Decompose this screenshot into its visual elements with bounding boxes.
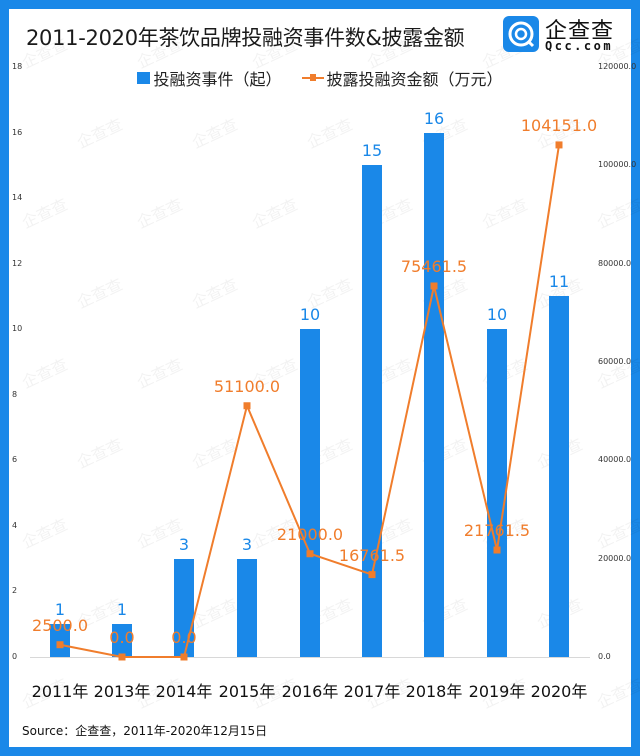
bar	[112, 624, 132, 657]
right-axis-tick: 40000.0	[598, 455, 632, 465]
legend-item-line: 披露投融资金额（万元）	[301, 66, 503, 90]
line-marker	[493, 546, 501, 554]
bar-value-label: 16	[423, 108, 445, 128]
line-swatch-icon	[301, 74, 324, 81]
bar-value-label: 10	[299, 305, 321, 325]
line-marker	[368, 571, 376, 579]
line-value-label: 104151.0	[520, 115, 598, 135]
left-axis-tick: 16	[12, 127, 23, 137]
line-marker	[118, 653, 126, 661]
left-axis-tick: 18	[12, 62, 23, 71]
x-axis-label: 2020年	[530, 682, 588, 701]
line-marker	[180, 653, 188, 661]
legend-item-bar: 投融资事件（起）	[137, 66, 282, 90]
right-axis-tick: 100000.0	[598, 160, 637, 170]
bar-value-label: 1	[116, 600, 128, 620]
bar-value-label: 10	[486, 305, 508, 325]
line-value-label: 75461.5	[400, 256, 468, 276]
bar-value-label: 3	[241, 534, 253, 554]
right-axis-tick: 20000.0	[598, 553, 632, 563]
legend: 投融资事件（起） 披露投融资金额（万元）	[0, 66, 640, 90]
bar	[487, 329, 507, 657]
legend-line-label: 披露投融资金额（万元）	[326, 70, 503, 89]
left-axis-tick: 4	[12, 520, 18, 530]
bar	[237, 558, 257, 657]
line-value-label: 0.0	[171, 628, 197, 647]
line-value-label: 2500.0	[32, 615, 88, 635]
x-axis-label: 2017年	[343, 682, 401, 701]
line-marker	[56, 641, 64, 649]
bar-value-label: 1	[54, 600, 66, 620]
x-axis-label: 2011年	[31, 682, 89, 701]
chart-panel	[9, 9, 631, 747]
bar-value-label: 15	[361, 141, 383, 161]
bar	[174, 558, 194, 657]
line-marker	[243, 402, 251, 410]
left-axis-tick: 10	[12, 324, 23, 334]
qcc-logo-icon	[503, 16, 539, 52]
x-axis-label: 2014年	[155, 682, 213, 701]
left-axis-tick: 6	[12, 455, 18, 465]
right-axis-tick: 0.0	[598, 652, 611, 661]
bar	[300, 329, 320, 657]
x-axis-line	[30, 657, 590, 658]
legend-bar-label: 投融资事件（起）	[153, 70, 282, 89]
bar-value-label: 3	[178, 534, 190, 554]
left-axis-tick: 0	[12, 652, 18, 661]
bar	[362, 165, 382, 657]
line-value-label: 21000.0	[276, 524, 344, 544]
line-value-label: 16761.5	[338, 545, 406, 565]
line-marker	[555, 141, 563, 149]
line-marker	[430, 282, 438, 290]
x-axis-label: 2019年	[468, 682, 526, 701]
x-axis-label: 2016年	[281, 682, 339, 701]
line-value-label: 51100.0	[213, 376, 281, 396]
logo-text-en: Qcc.com	[545, 39, 614, 53]
bar	[50, 624, 70, 657]
bar	[549, 296, 569, 657]
left-axis-tick: 14	[12, 193, 23, 203]
line-marker	[306, 550, 314, 558]
x-axis-label: 2018年	[405, 682, 463, 701]
x-axis-label: 2015年	[218, 682, 276, 701]
right-axis-tick: 60000.0	[598, 357, 632, 366]
bar	[424, 132, 444, 657]
source-note: Source：企查查，2011年-2020年12月15日	[22, 724, 268, 738]
line-value-label: 21761.5	[463, 521, 531, 540]
bar-swatch-icon	[137, 72, 151, 84]
right-axis-tick: 80000.0	[598, 258, 632, 268]
left-axis-tick: 8	[12, 389, 18, 399]
chart-title: 2011-2020年茶饮品牌投融资事件数&披露金额	[26, 26, 465, 50]
x-axis-label: 2013年	[93, 682, 151, 701]
right-axis-tick: 120000.0	[598, 62, 637, 71]
logo-text-cn: 企查查	[545, 19, 615, 44]
left-axis-tick: 12	[12, 258, 23, 268]
left-axis-tick: 2	[12, 586, 18, 596]
line-value-label: 0.0	[109, 628, 135, 647]
bar-value-label: 11	[548, 272, 570, 292]
